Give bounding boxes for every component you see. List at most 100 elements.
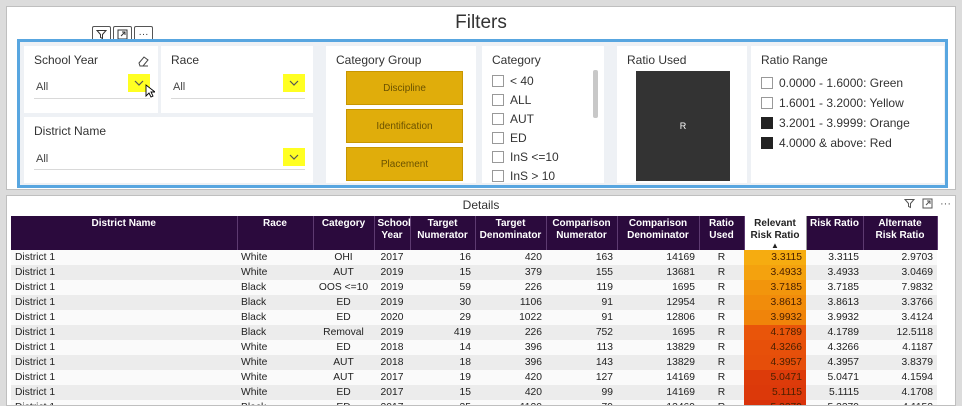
column-header-race[interactable]: Race — [237, 216, 314, 250]
table-row[interactable]: District 1 White AUT 2018 18 396 143 13829 R 4.39… — [11, 355, 937, 370]
column-header-district-name[interactable]: District Name — [11, 216, 238, 250]
cell-risk-ratio: 3.8613 — [806, 295, 863, 310]
category-option[interactable]: < 40 — [492, 74, 534, 88]
cell-comparison-denominator: 1695 — [617, 280, 699, 295]
table-row[interactable]: District 1 White OHI 2017 16 420 163 14169 R 3.31… — [11, 250, 937, 265]
checkbox[interactable] — [492, 170, 504, 182]
table-row[interactable]: District 1 White ED 2017 15 420 99 14169 R 5.1115… — [11, 385, 937, 400]
cell-target-numerator: 59 — [410, 280, 475, 295]
table-row[interactable]: District 1 Black OOS <=10 2019 59 226 119 1695 R… — [11, 280, 937, 295]
cell-alternate-risk-ratio: 4.1708 — [863, 385, 937, 400]
cell-relevant-risk-ratio: 3.3115 — [744, 250, 806, 265]
checkbox[interactable] — [492, 75, 504, 87]
cell-school-year: 2018 — [374, 355, 410, 370]
category-group-button-identification[interactable]: Identification — [346, 109, 463, 143]
chevron-down-icon[interactable] — [283, 148, 305, 166]
cell-category: AUT — [313, 355, 374, 370]
column-header-target-numerator[interactable]: Target Numerator — [410, 216, 476, 250]
cell-alternate-risk-ratio: 4.1187 — [863, 340, 937, 355]
column-header-comparison-denominator[interactable]: Comparison Denominator — [617, 216, 700, 250]
category-option-label: ALL — [510, 93, 532, 107]
column-header-risk-ratio[interactable]: Risk Ratio — [806, 216, 864, 250]
category-option[interactable]: AUT — [492, 112, 534, 126]
cell-target-numerator: 14 — [410, 340, 475, 355]
focus-mode-icon[interactable] — [922, 198, 933, 212]
cell-race: Black — [237, 280, 313, 295]
cell-school-year: 2017 — [374, 385, 410, 400]
category-group-button-discipline[interactable]: Discipline — [346, 71, 463, 105]
cell-target-numerator: 19 — [410, 370, 475, 385]
eraser-icon[interactable] — [137, 54, 149, 72]
cell-comparison-numerator: 752 — [546, 325, 617, 340]
cell-district-name: District 1 — [11, 400, 237, 405]
ratio-range-option-yellow[interactable]: 1.6001 - 3.2000: Yellow — [761, 96, 904, 110]
table-row[interactable]: District 1 White AUT 2017 19 420 127 14169 R 5.04… — [11, 370, 937, 385]
district-name-dropdown[interactable]: All — [36, 153, 49, 165]
checkbox-checked[interactable] — [761, 117, 773, 129]
category-option[interactable]: InS > 10 — [492, 169, 555, 183]
table-row[interactable]: District 1 White AUT 2019 15 379 155 13681 R 3.49… — [11, 265, 937, 280]
cell-alternate-risk-ratio: 4.1594 — [863, 370, 937, 385]
table-row[interactable]: District 1 Black ED 2020 29 1022 91 12806 R 3.993… — [11, 310, 937, 325]
details-toolbar: ··· — [903, 198, 951, 212]
sort-ascending-icon: ▲ — [771, 241, 779, 250]
cell-ratio-used: R — [699, 280, 744, 295]
ratio-range-option-red[interactable]: 4.0000 & above: Red — [761, 136, 892, 150]
category-option[interactable]: InS <=10 — [492, 150, 559, 164]
divider — [34, 98, 150, 99]
ratio-range-option-orange[interactable]: 3.2001 - 3.9999: Orange — [761, 116, 910, 130]
category-group-button-placement[interactable]: Placement — [346, 147, 463, 181]
cell-category: OOS <=10 — [313, 280, 374, 295]
chevron-down-icon[interactable] — [128, 74, 150, 92]
cell-comparison-denominator: 13681 — [617, 265, 699, 280]
checkbox[interactable] — [492, 151, 504, 163]
table-row[interactable]: District 1BlackED20173511207913469R5.327… — [11, 400, 937, 405]
scrollbar[interactable] — [593, 70, 598, 118]
checkbox[interactable] — [492, 94, 504, 106]
column-header-school-year[interactable]: School Year — [374, 216, 411, 250]
column-header-ratio-used[interactable]: Ratio Used — [699, 216, 745, 250]
column-header-category[interactable]: Category — [313, 216, 375, 250]
filters-panel: Filters ··· School Year All Ra — [6, 6, 956, 190]
cell-target-denominator: 1106 — [475, 295, 546, 310]
category-option[interactable]: ALL — [492, 93, 531, 107]
ratio-used-button-r[interactable]: R — [636, 71, 730, 181]
checkbox[interactable] — [492, 132, 504, 144]
cell-comparison-numerator: 91 — [546, 295, 617, 310]
race-dropdown[interactable]: All — [173, 81, 186, 93]
checkbox[interactable] — [761, 97, 773, 109]
checkbox[interactable] — [761, 77, 773, 89]
cell-category: ED — [313, 295, 374, 310]
cell-comparison-denominator: 14169 — [617, 385, 699, 400]
cell-target-numerator: 30 — [410, 295, 475, 310]
mouse-cursor-icon — [145, 84, 157, 103]
more-options-icon[interactable]: ··· — [940, 198, 951, 210]
category-option[interactable]: ED — [492, 131, 527, 145]
cell-comparison-numerator: 163 — [546, 250, 617, 265]
chevron-down-icon[interactable] — [283, 74, 305, 92]
table-row[interactable]: District 1 Black ED 2019 30 1106 91 12954 R 3.861… — [11, 295, 937, 310]
filters-title: Filters — [455, 12, 507, 33]
filter-icon[interactable] — [903, 198, 916, 212]
cell-relevant-risk-ratio: 3.8613 — [744, 295, 806, 310]
cell-comparison-numerator: 91 — [546, 310, 617, 325]
checkbox-checked[interactable] — [761, 137, 773, 149]
ratio-range-option-green[interactable]: 0.0000 - 1.6000: Green — [761, 76, 903, 90]
cell-ratio-used: R — [699, 355, 744, 370]
school-year-dropdown[interactable]: All — [36, 81, 49, 93]
column-header-relevant-risk-ratio[interactable]: Relevant Risk Ratio ▲ — [743, 216, 807, 250]
cell-ratio-used: R — [699, 400, 744, 405]
cell-district-name: District 1 — [11, 355, 237, 370]
cell-risk-ratio: 5.3279 — [806, 400, 863, 405]
cell-district-name: District 1 — [11, 295, 237, 310]
cell-target-numerator: 16 — [410, 250, 475, 265]
table-row[interactable]: District 1 White ED 2018 14 396 113 13829 R 4.326… — [11, 340, 937, 355]
ratio-range-slicer: Ratio Range 0.0000 - 1.6000: Green 1.600… — [751, 46, 944, 183]
table-row[interactable]: District 1 Black Removal 2019 419 226 752 1695 R… — [11, 325, 937, 340]
column-header-comparison-numerator[interactable]: Comparison Numerator — [546, 216, 618, 250]
checkbox[interactable] — [492, 113, 504, 125]
column-header-alternate-risk-ratio[interactable]: Alternate Risk Ratio — [863, 216, 938, 250]
cell-relevant-risk-ratio: 5.3279 — [744, 400, 806, 405]
cell-ratio-used: R — [699, 370, 744, 385]
column-header-target-denominator[interactable]: Target Denominator — [475, 216, 547, 250]
